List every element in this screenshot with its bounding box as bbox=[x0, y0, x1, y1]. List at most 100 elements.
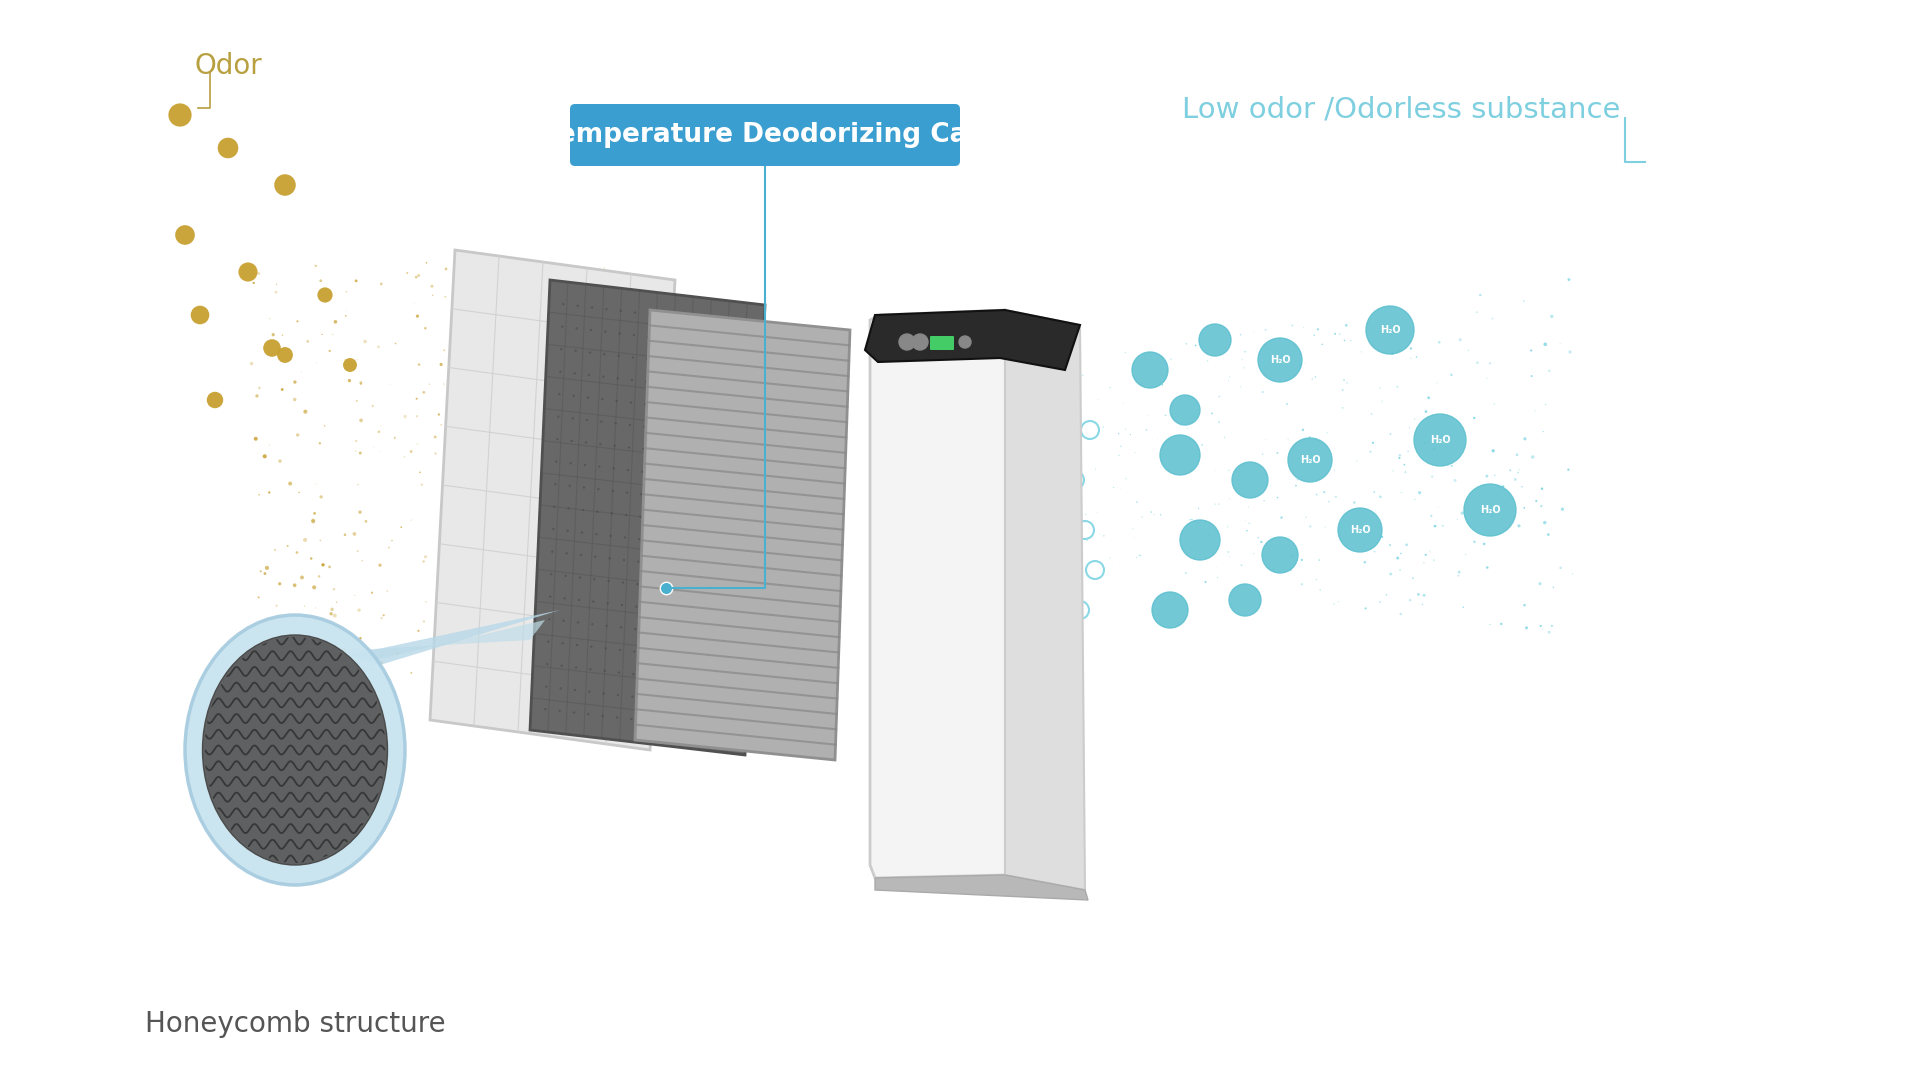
Point bbox=[1503, 461, 1534, 478]
Point bbox=[374, 539, 405, 556]
Point bbox=[292, 632, 323, 649]
Point bbox=[1392, 443, 1423, 460]
Point bbox=[1377, 345, 1407, 362]
Point bbox=[307, 556, 338, 573]
Point bbox=[651, 579, 682, 596]
Circle shape bbox=[1181, 519, 1219, 561]
Point bbox=[169, 227, 200, 244]
Point bbox=[317, 600, 348, 618]
Point bbox=[492, 438, 522, 456]
Point bbox=[417, 667, 447, 685]
Point bbox=[518, 484, 549, 501]
Point bbox=[555, 291, 586, 308]
Point bbox=[1515, 342, 1546, 360]
Point bbox=[632, 373, 662, 390]
Point bbox=[605, 583, 636, 600]
Text: Honeycomb structure: Honeycomb structure bbox=[144, 1010, 445, 1038]
Point bbox=[578, 607, 609, 624]
Point bbox=[607, 357, 637, 375]
Point bbox=[1131, 421, 1162, 438]
Point bbox=[1165, 532, 1196, 550]
Point bbox=[593, 310, 624, 327]
Point bbox=[678, 311, 708, 328]
Point bbox=[674, 378, 705, 395]
Point bbox=[591, 300, 622, 318]
Point bbox=[330, 302, 361, 320]
Point bbox=[682, 537, 712, 554]
Point bbox=[497, 300, 528, 318]
Point bbox=[319, 607, 349, 624]
Point bbox=[689, 357, 720, 375]
Point bbox=[1177, 511, 1208, 528]
Point bbox=[1465, 286, 1496, 303]
Point bbox=[1394, 419, 1425, 436]
Point bbox=[664, 603, 695, 620]
Point bbox=[290, 403, 321, 420]
Point bbox=[495, 350, 526, 367]
Point bbox=[1475, 354, 1505, 372]
Point bbox=[280, 374, 311, 391]
Point bbox=[1173, 419, 1204, 436]
Point bbox=[238, 274, 269, 292]
Point bbox=[275, 475, 305, 492]
Point bbox=[589, 259, 620, 276]
Point bbox=[1534, 623, 1565, 640]
Point bbox=[1396, 350, 1427, 367]
Point bbox=[584, 481, 614, 498]
Point bbox=[599, 437, 630, 455]
Point bbox=[518, 297, 549, 314]
Point bbox=[582, 553, 612, 570]
Point bbox=[482, 465, 513, 483]
Point bbox=[497, 627, 528, 645]
Point bbox=[611, 507, 641, 524]
Point bbox=[1409, 434, 1440, 451]
Point bbox=[1142, 461, 1173, 478]
Point bbox=[257, 339, 288, 356]
Point bbox=[1150, 407, 1181, 424]
Point bbox=[1146, 459, 1177, 476]
Point bbox=[534, 633, 564, 650]
Point bbox=[382, 645, 413, 662]
Point bbox=[1327, 400, 1357, 417]
Point bbox=[1181, 337, 1212, 354]
Point bbox=[628, 441, 659, 458]
Point bbox=[1442, 511, 1473, 528]
Point bbox=[666, 558, 697, 576]
Point bbox=[589, 346, 620, 363]
Point bbox=[657, 444, 687, 461]
Point bbox=[605, 619, 636, 636]
Point bbox=[536, 566, 566, 583]
Point bbox=[659, 716, 689, 733]
Point bbox=[267, 326, 298, 343]
Point bbox=[401, 407, 432, 424]
Point bbox=[428, 341, 459, 359]
Point bbox=[244, 486, 275, 503]
Point bbox=[1459, 534, 1490, 551]
Point bbox=[716, 405, 747, 422]
Point bbox=[1185, 417, 1215, 434]
Point bbox=[357, 584, 388, 602]
Point bbox=[545, 679, 576, 697]
Point bbox=[589, 662, 620, 679]
Point bbox=[1148, 435, 1179, 453]
Point bbox=[1461, 303, 1492, 321]
Point bbox=[484, 503, 515, 521]
Point bbox=[1071, 531, 1102, 549]
Point bbox=[563, 636, 593, 653]
Point bbox=[1321, 488, 1352, 505]
Point bbox=[1473, 559, 1503, 577]
Point bbox=[639, 510, 670, 527]
Point bbox=[478, 311, 509, 328]
Point bbox=[1196, 405, 1227, 422]
Point bbox=[1373, 534, 1404, 551]
Point bbox=[1165, 417, 1196, 434]
Point bbox=[718, 361, 749, 378]
Point bbox=[707, 631, 737, 648]
Point bbox=[315, 342, 346, 360]
Point bbox=[1415, 542, 1446, 559]
Point bbox=[616, 394, 647, 411]
Point bbox=[1302, 571, 1332, 589]
Point bbox=[599, 460, 630, 477]
Point bbox=[634, 306, 664, 323]
Point bbox=[538, 521, 568, 538]
